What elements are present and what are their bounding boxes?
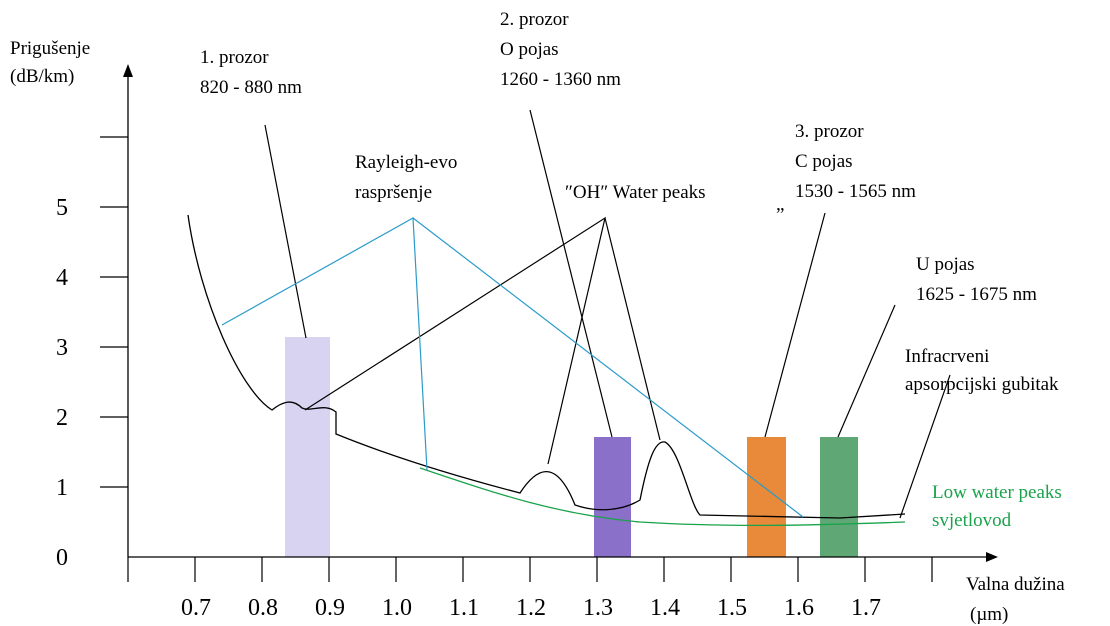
annotation: „: [776, 194, 784, 215]
leaders: [264, 109, 951, 519]
annotation: 3. prozor: [795, 121, 864, 142]
x-tick-label: 1.0: [382, 595, 412, 621]
annotation: Low water peaks: [932, 482, 1062, 503]
annotation: 1625 - 1675 nm: [916, 284, 1037, 305]
annotation: ″OH″ Water peaks: [565, 182, 706, 203]
rayleigh-leader: [412, 217, 804, 518]
attenuation-curve: [187, 214, 906, 519]
y-tick-label: 4: [56, 265, 68, 291]
x-tick-label: 0.9: [315, 595, 345, 621]
axis-label: Valna dužina: [966, 574, 1065, 595]
x-tick-label: 1.3: [583, 595, 613, 621]
annotation: apsorpcijski gubitak: [905, 374, 1059, 395]
y-tick-label: 0: [56, 545, 68, 571]
axis-label: (dB/km): [10, 66, 74, 87]
y-tick-label: 2: [56, 405, 68, 431]
x-tick-label: 1.5: [717, 595, 747, 621]
x-tick-label: 1.6: [784, 595, 814, 621]
annotation: svjetlovod: [932, 510, 1012, 531]
x-tick-label: 1.7: [851, 595, 881, 621]
x-tick-label: 1.4: [650, 595, 680, 621]
annotation: O pojas: [500, 39, 559, 60]
window-bar: [594, 437, 631, 557]
annotation: 1260 - 1360 nm: [500, 69, 621, 90]
annotation: 1530 - 1565 nm: [795, 181, 916, 202]
annotation: C pojas: [795, 151, 853, 172]
y-tick-label: 5: [56, 195, 68, 221]
window-bar: [747, 437, 786, 557]
y-tick-label: 3: [56, 335, 68, 361]
annotation: Rayleigh-evo: [355, 152, 457, 173]
x-tick-label: 1.1: [449, 595, 479, 621]
window-bar: [820, 437, 858, 557]
annotation: U pojas: [916, 254, 975, 275]
x-tick-label: 0.8: [248, 595, 278, 621]
y-tick-label: 1: [56, 475, 68, 501]
annotation: 820 - 880 nm: [200, 77, 302, 98]
arrow: [986, 552, 998, 562]
annotation: 2. prozor: [500, 9, 569, 30]
axis-label: Prigušenje: [10, 38, 90, 59]
arrow: [123, 64, 133, 77]
x-tick-label: 1.2: [516, 595, 546, 621]
low-water-curve: [419, 467, 906, 527]
annotation: raspršenje: [355, 182, 432, 203]
annotation: Infracrveni: [905, 346, 989, 367]
axis-label: (µm): [970, 604, 1008, 625]
annotation: 1. prozor: [200, 47, 269, 68]
window-bar: [285, 337, 330, 557]
x-tick-label: 0.7: [181, 595, 211, 621]
